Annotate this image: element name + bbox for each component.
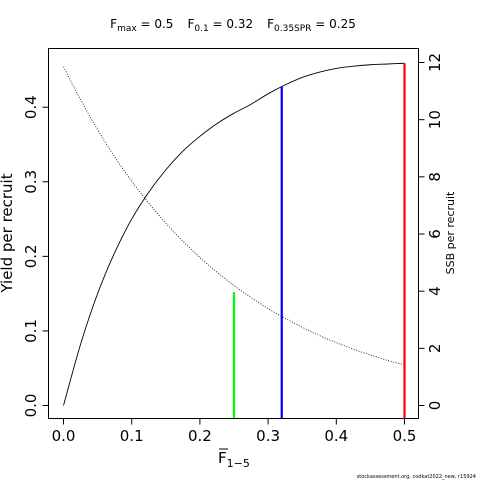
- x-tick-label: 0.5: [393, 427, 417, 445]
- title-fmax-value: = 0.5: [137, 17, 174, 31]
- x-axis-label: F1−5: [218, 449, 250, 470]
- y-tick-label: 0.3: [22, 170, 40, 194]
- x-axis: 0.0 0.1 0.2 0.3 0.4 0.5: [52, 418, 417, 445]
- y-tick-label: 0.2: [22, 244, 40, 268]
- chart-marks: [63, 62, 406, 419]
- chart-title: Fmax = 0.5 F0.1 = 0.32 F0.35SPR = 0.25: [110, 17, 356, 34]
- y2-tick-label: 2: [426, 344, 444, 354]
- footnote: stockassessment.org, codkat2022_new, r15…: [357, 474, 476, 480]
- x-tick-label: 0.2: [188, 427, 212, 445]
- y-axis-label: Yield per recruit: [0, 173, 16, 293]
- y2-tick-label: 0: [426, 401, 444, 411]
- x-axis-label-sub: 1−5: [227, 457, 250, 470]
- y2-tick-label: 10: [426, 110, 444, 129]
- x-tick-label: 0.0: [52, 427, 76, 445]
- title-f35-main: F: [267, 17, 274, 31]
- title-f35-sub: 0.35SPR: [274, 24, 311, 34]
- x-axis-label-group: F1−5: [218, 448, 250, 470]
- x-tick-label: 0.4: [324, 427, 348, 445]
- y2-axis-label: SSB per recruit: [444, 191, 457, 274]
- yield-per-recruit-line: [63, 62, 405, 406]
- x-axis-label-main: F: [218, 449, 227, 467]
- title-f35-value: = 0.25: [311, 17, 355, 31]
- x-tick-label: 0.3: [256, 427, 280, 445]
- title-fmax-sub: max: [117, 24, 137, 34]
- title-f01-sub: 0.1: [194, 24, 208, 34]
- y-axis-left: 0.0 0.1 0.2 0.3 0.4: [22, 95, 49, 417]
- y2-tick-label: 12: [426, 53, 444, 72]
- title-fmax-main: F: [110, 17, 117, 31]
- title-f01-main: F: [187, 17, 194, 31]
- y-tick-label: 0.4: [22, 95, 40, 119]
- y2-tick-label: 4: [426, 286, 444, 296]
- y2-tick-label: 6: [426, 229, 444, 239]
- y2-tick-label: 8: [426, 172, 444, 182]
- title-f01-value: = 0.32: [209, 17, 253, 31]
- ssb-per-recruit-line: [63, 66, 405, 366]
- y-axis-right: 0 2 4 6 8 10 12: [418, 53, 444, 411]
- y-tick-label: 0.1: [22, 319, 40, 343]
- y-tick-label: 0.0: [22, 394, 40, 418]
- x-tick-label: 0.1: [120, 427, 144, 445]
